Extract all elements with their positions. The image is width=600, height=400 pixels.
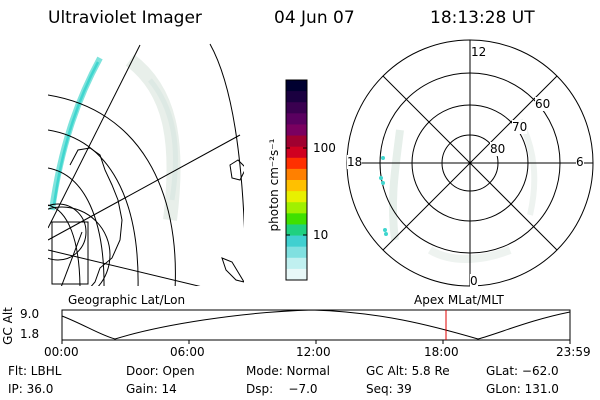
- mlt-label-6: 6: [576, 155, 584, 169]
- colorbar-band: [286, 202, 307, 214]
- ring-label-80: 80: [490, 142, 506, 156]
- glat-info: GLat: −62.0: [486, 364, 559, 378]
- date-label: 04 Jun 07: [274, 8, 355, 28]
- gain-info: Gain: 14: [126, 382, 177, 396]
- timeline-tick-1200: 12:00: [296, 345, 331, 359]
- ring-label-70: 70: [512, 120, 528, 134]
- colorbar-tick-10: 10: [313, 228, 329, 242]
- colorbar-band: [286, 213, 307, 225]
- timeline-tick-0600: 06:00: [170, 345, 205, 359]
- colorbar-band: [286, 146, 307, 159]
- timeline-ybottom: 1.8: [20, 327, 40, 341]
- colorbar-tick-100: 100: [313, 141, 336, 155]
- colorbar-band: [286, 124, 307, 137]
- colorbar-band: [286, 157, 307, 170]
- colorbar-band: [286, 180, 307, 192]
- colorbar-band: [286, 246, 307, 259]
- gc-alt-info: GC Alt: 5.8 Re: [366, 364, 450, 378]
- mlt-label-12: 12: [471, 45, 487, 59]
- mode-info: Mode: Normal: [246, 364, 330, 378]
- ring-label-60: 60: [535, 97, 551, 111]
- colorbar-band: [286, 224, 307, 237]
- timeline-right-label: Apex MLat/MLT: [414, 293, 504, 307]
- colorbar-band: [286, 102, 307, 114]
- mlt-label-18: 18: [347, 155, 363, 169]
- seq-info: Seq: 39: [366, 382, 412, 396]
- colorbar-band: [286, 257, 307, 270]
- timeline-tick-1800: 18:00: [424, 345, 459, 359]
- timeline-tick-0000: 00:00: [44, 345, 79, 359]
- timeline-left-label: Geographic Lat/Lon: [68, 293, 186, 307]
- ip-info: IP: 36.0: [8, 382, 54, 396]
- colorbar-band: [286, 80, 307, 92]
- instrument-title: Ultraviolet Imager: [48, 8, 202, 28]
- door-info: Door: Open: [126, 364, 195, 378]
- colorbar-band: [286, 168, 307, 181]
- filter-info: Flt: LBHL: [8, 364, 62, 378]
- colorbar-band: [286, 113, 307, 125]
- dsp-info: Dsp: −7.0: [246, 382, 318, 396]
- timeline-tick-2359: 23:59: [556, 345, 591, 359]
- colorbar-band: [286, 235, 307, 248]
- colorbar-band: [286, 91, 307, 103]
- colorbar-band: [286, 135, 307, 148]
- colorbar-band: [286, 268, 307, 281]
- glon-info: GLon: 131.0: [486, 382, 559, 396]
- colorbar-band: [286, 191, 307, 203]
- timeline-ytop: 9.0: [20, 307, 40, 321]
- mlt-label-0: 0: [470, 274, 478, 288]
- time-label: 18:13:28 UT: [430, 8, 535, 28]
